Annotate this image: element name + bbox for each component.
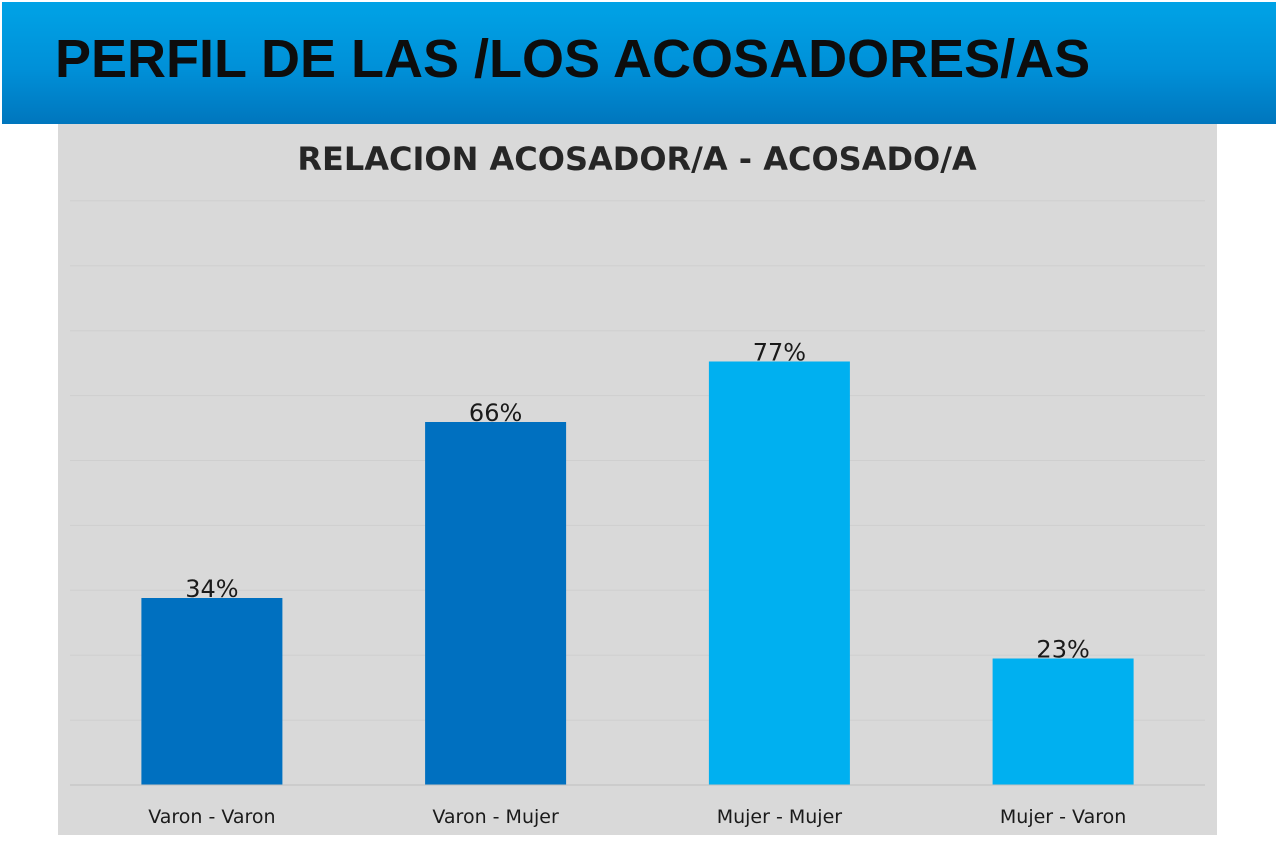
bar bbox=[425, 422, 567, 785]
bar bbox=[141, 598, 283, 785]
data-label: 23% bbox=[1036, 636, 1089, 664]
x-tick-label: Mujer - Varon bbox=[1000, 806, 1126, 828]
page-title: PERFIL DE LAS /LOS ACOSADORES/AS bbox=[55, 29, 1091, 89]
data-label: 66% bbox=[469, 399, 522, 427]
data-labels: 34% 66% 77% 23% bbox=[185, 339, 1090, 664]
chart-panel: RELACION ACOSADOR/A - ACOSADO/A 34% 66% 77… bbox=[58, 124, 1217, 835]
bar bbox=[992, 658, 1134, 785]
chart-title: RELACION ACOSADOR/A - ACOSADO/A bbox=[297, 140, 977, 178]
x-tick-label: Mujer - Mujer bbox=[717, 806, 843, 828]
x-tick-label: Varon - Mujer bbox=[432, 806, 559, 828]
data-label: 34% bbox=[185, 575, 238, 603]
bar-series bbox=[141, 361, 1134, 785]
x-tick-label: Varon - Varon bbox=[148, 806, 275, 828]
header-banner: PERFIL DE LAS /LOS ACOSADORES/AS bbox=[0, 0, 1276, 124]
x-axis-tick-labels: Varon - Varon Varon - Mujer Mujer - Mujer M… bbox=[148, 806, 1126, 828]
data-label: 77% bbox=[753, 339, 806, 367]
bar bbox=[708, 361, 850, 785]
bar-chart: RELACION ACOSADOR/A - ACOSADO/A 34% 66% 77… bbox=[70, 140, 1205, 828]
